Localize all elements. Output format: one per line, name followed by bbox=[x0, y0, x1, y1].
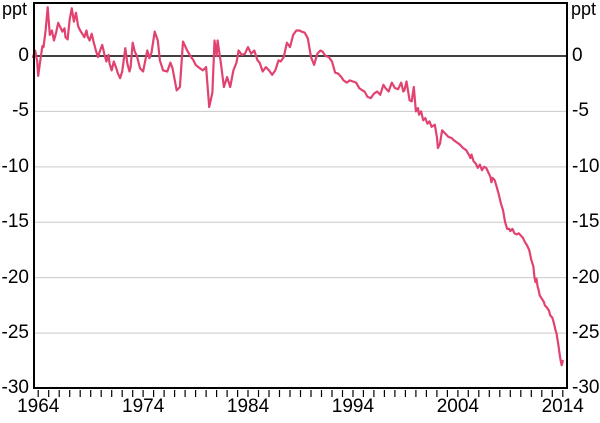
x-axis-label: 2014 bbox=[541, 396, 584, 417]
y-axis-label-left: 0 bbox=[18, 45, 29, 66]
y-axis-label-right: -25 bbox=[572, 322, 600, 344]
y-axis-label-right: -30 bbox=[572, 377, 600, 399]
y-axis-label-right: 0 bbox=[572, 45, 583, 66]
y-axis-unit-left: ppt bbox=[2, 0, 28, 19]
y-axis-label-left: -20 bbox=[1, 266, 29, 288]
y-axis-label-right: -15 bbox=[572, 211, 600, 233]
y-axis-label-right: -5 bbox=[572, 100, 589, 122]
y-axis-label-right: -20 bbox=[572, 266, 600, 288]
x-axis-label: 1964 bbox=[17, 396, 60, 417]
x-axis-label: 1984 bbox=[226, 396, 270, 417]
y-axis-label-left: -15 bbox=[1, 211, 29, 233]
data-line bbox=[31, 6, 564, 367]
x-axis-label: 1974 bbox=[122, 396, 165, 417]
plot-frame bbox=[33, 2, 568, 389]
y-axis-label-left: -25 bbox=[1, 322, 29, 344]
y-axis-label-left: -10 bbox=[1, 155, 29, 177]
y-axis-label-left: -5 bbox=[12, 100, 29, 122]
x-axis-label: 1994 bbox=[331, 396, 375, 417]
y-axis-label-left: -30 bbox=[1, 377, 29, 399]
y-axis-label-right: -10 bbox=[572, 155, 600, 177]
x-axis-label: 2004 bbox=[436, 396, 479, 417]
y-axis-unit-right: ppt bbox=[571, 0, 597, 19]
